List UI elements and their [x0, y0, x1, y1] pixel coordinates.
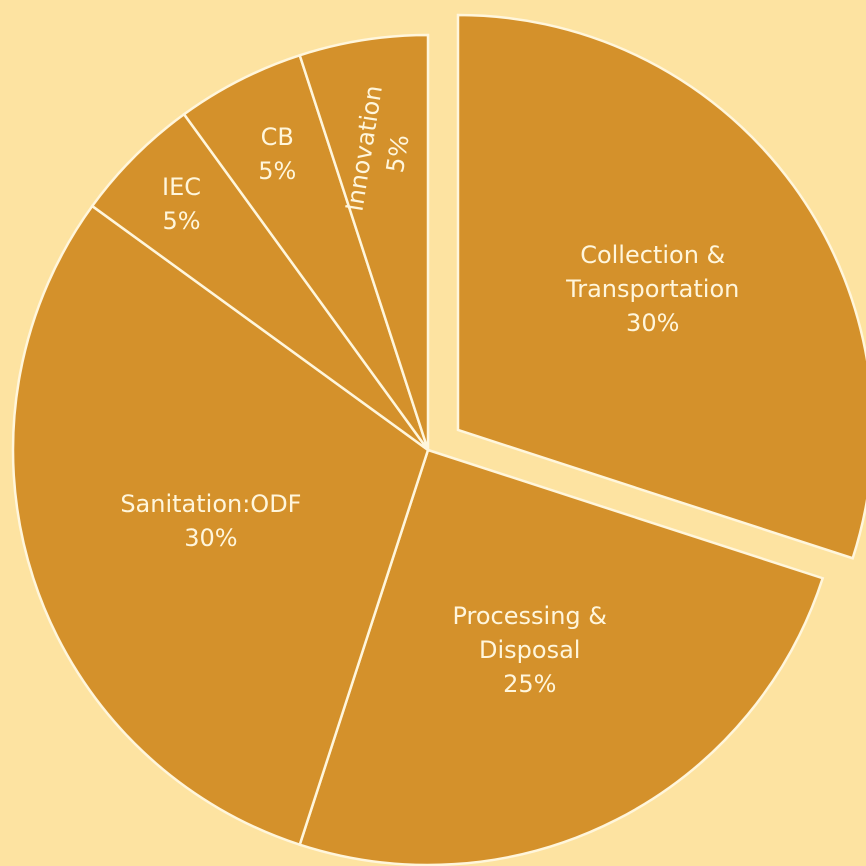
- value-label: 5%: [258, 157, 297, 186]
- category-label: Sanitation:ODF: [120, 489, 302, 518]
- pie-slice: [298, 33, 430, 451]
- slice-label: Sanitation:ODF 30%: [86, 487, 336, 555]
- slice-label: IEC 5%: [132, 170, 232, 238]
- value-label: 25%: [503, 669, 557, 698]
- value-label: 5%: [162, 206, 201, 235]
- category-label: IEC: [162, 172, 201, 201]
- slice-label: Collection & Transportation 30%: [543, 238, 763, 340]
- category-label: Collection & Transportation: [566, 240, 740, 303]
- value-label: 30%: [184, 523, 238, 552]
- slice-label: Processing & Disposal 25%: [440, 599, 620, 701]
- pie-slice: [298, 448, 825, 866]
- category-label: Processing & Disposal: [452, 601, 607, 664]
- slice-label: CB 5%: [227, 120, 327, 188]
- category-label: CB: [260, 123, 294, 152]
- value-label: 30%: [626, 308, 680, 337]
- pie-slice: [456, 13, 866, 560]
- pie-slice: [11, 204, 430, 847]
